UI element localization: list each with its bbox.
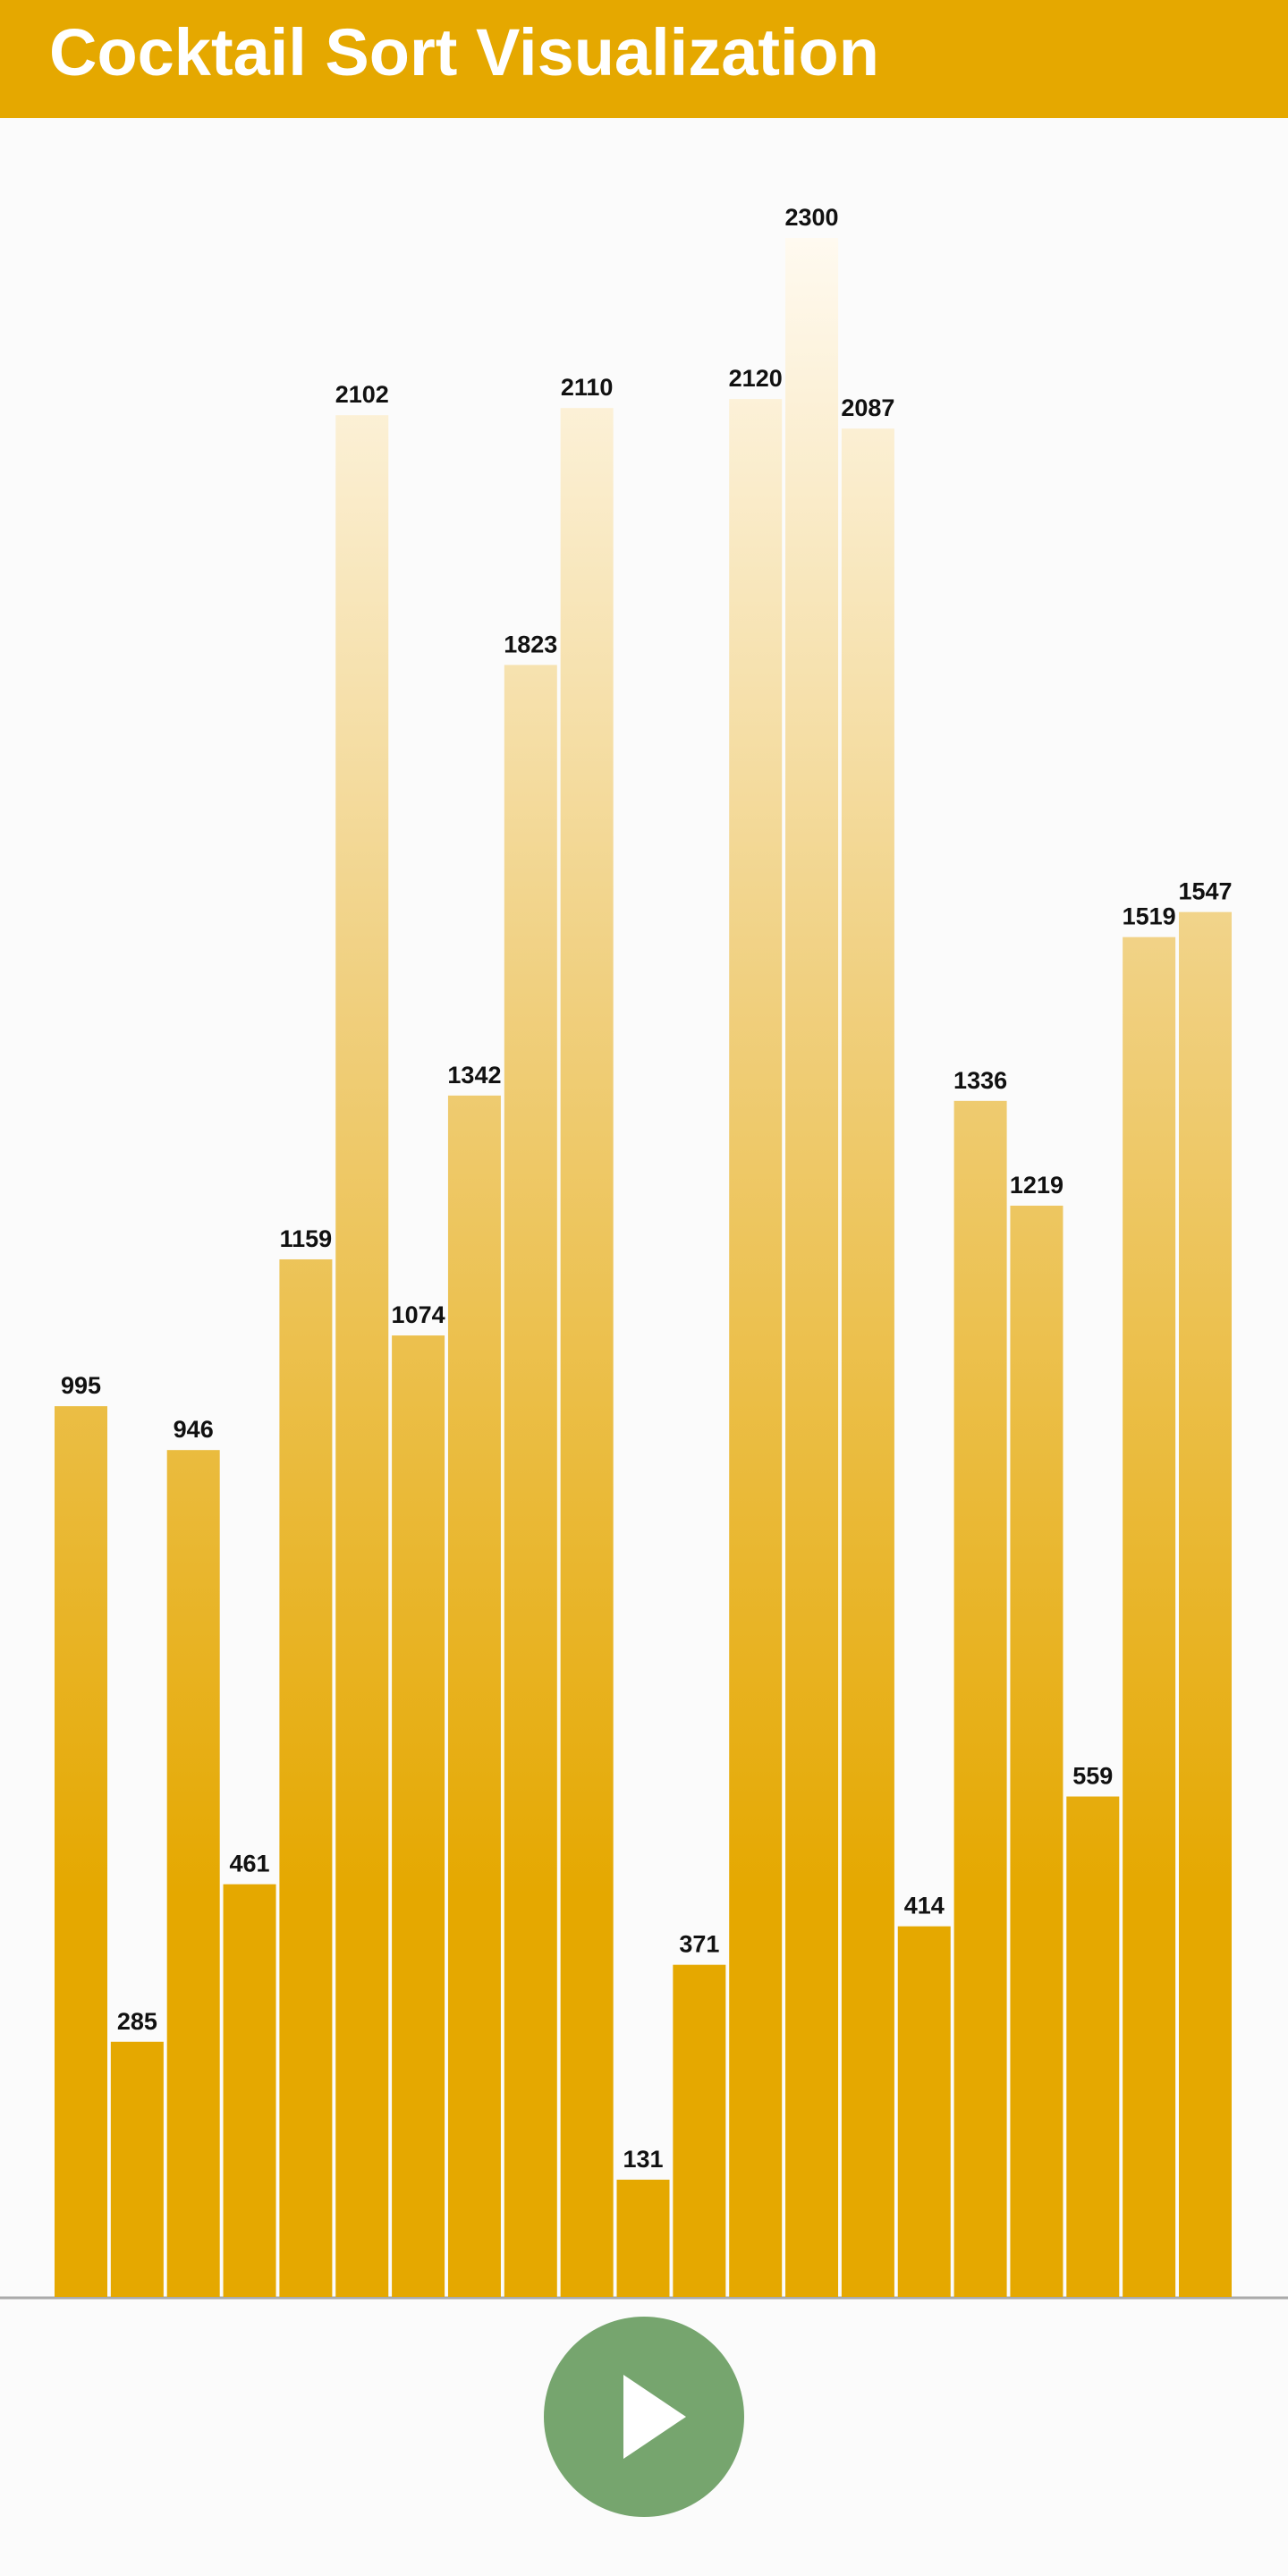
bar xyxy=(673,1964,726,2297)
bar xyxy=(504,665,557,2297)
value-label: 2102 xyxy=(335,381,389,408)
value-label: 2120 xyxy=(729,365,783,392)
value-label: 2087 xyxy=(841,394,894,421)
value-label: 2300 xyxy=(785,204,839,231)
bar xyxy=(897,1926,951,2297)
bar xyxy=(279,1258,333,2297)
bar xyxy=(55,1406,107,2297)
value-label: 285 xyxy=(117,2008,157,2035)
play-icon[interactable] xyxy=(623,2375,686,2459)
value-label: 371 xyxy=(679,1931,719,1958)
value-label: 1547 xyxy=(1178,878,1232,905)
value-label: 1519 xyxy=(1123,903,1176,930)
bar xyxy=(166,1450,220,2297)
value-label: 414 xyxy=(904,1893,945,1919)
bar xyxy=(447,1095,501,2297)
value-label: 995 xyxy=(61,1372,101,1399)
bar xyxy=(1179,911,1232,2297)
bar xyxy=(1010,1205,1063,2297)
bar xyxy=(785,238,839,2297)
bar xyxy=(560,408,614,2297)
value-label: 1342 xyxy=(447,1062,501,1089)
bar xyxy=(1066,1796,1120,2297)
app-bar: Cocktail Sort Visualization xyxy=(0,0,1288,118)
bar xyxy=(110,2041,164,2297)
value-label: 1823 xyxy=(504,631,557,657)
play-button[interactable] xyxy=(544,2317,744,2517)
bar xyxy=(953,1100,1007,2297)
value-label: 1219 xyxy=(1010,1172,1063,1199)
value-label: 2110 xyxy=(561,374,614,401)
bar xyxy=(392,1335,445,2297)
value-label: 131 xyxy=(623,2146,663,2173)
value-label: 1336 xyxy=(953,1067,1007,1094)
bar xyxy=(841,428,894,2297)
bar xyxy=(335,415,389,2298)
bar xyxy=(223,1884,276,2297)
value-label: 1074 xyxy=(392,1301,445,1328)
value-label: 461 xyxy=(230,1851,270,1877)
app-title: Cocktail Sort Visualization xyxy=(49,15,879,89)
value-label: 946 xyxy=(174,1416,214,1443)
value-label: 1159 xyxy=(280,1225,333,1252)
bar xyxy=(616,2179,670,2297)
bar xyxy=(729,399,783,2298)
bar xyxy=(1123,936,1176,2297)
value-label: 559 xyxy=(1072,1763,1113,1790)
